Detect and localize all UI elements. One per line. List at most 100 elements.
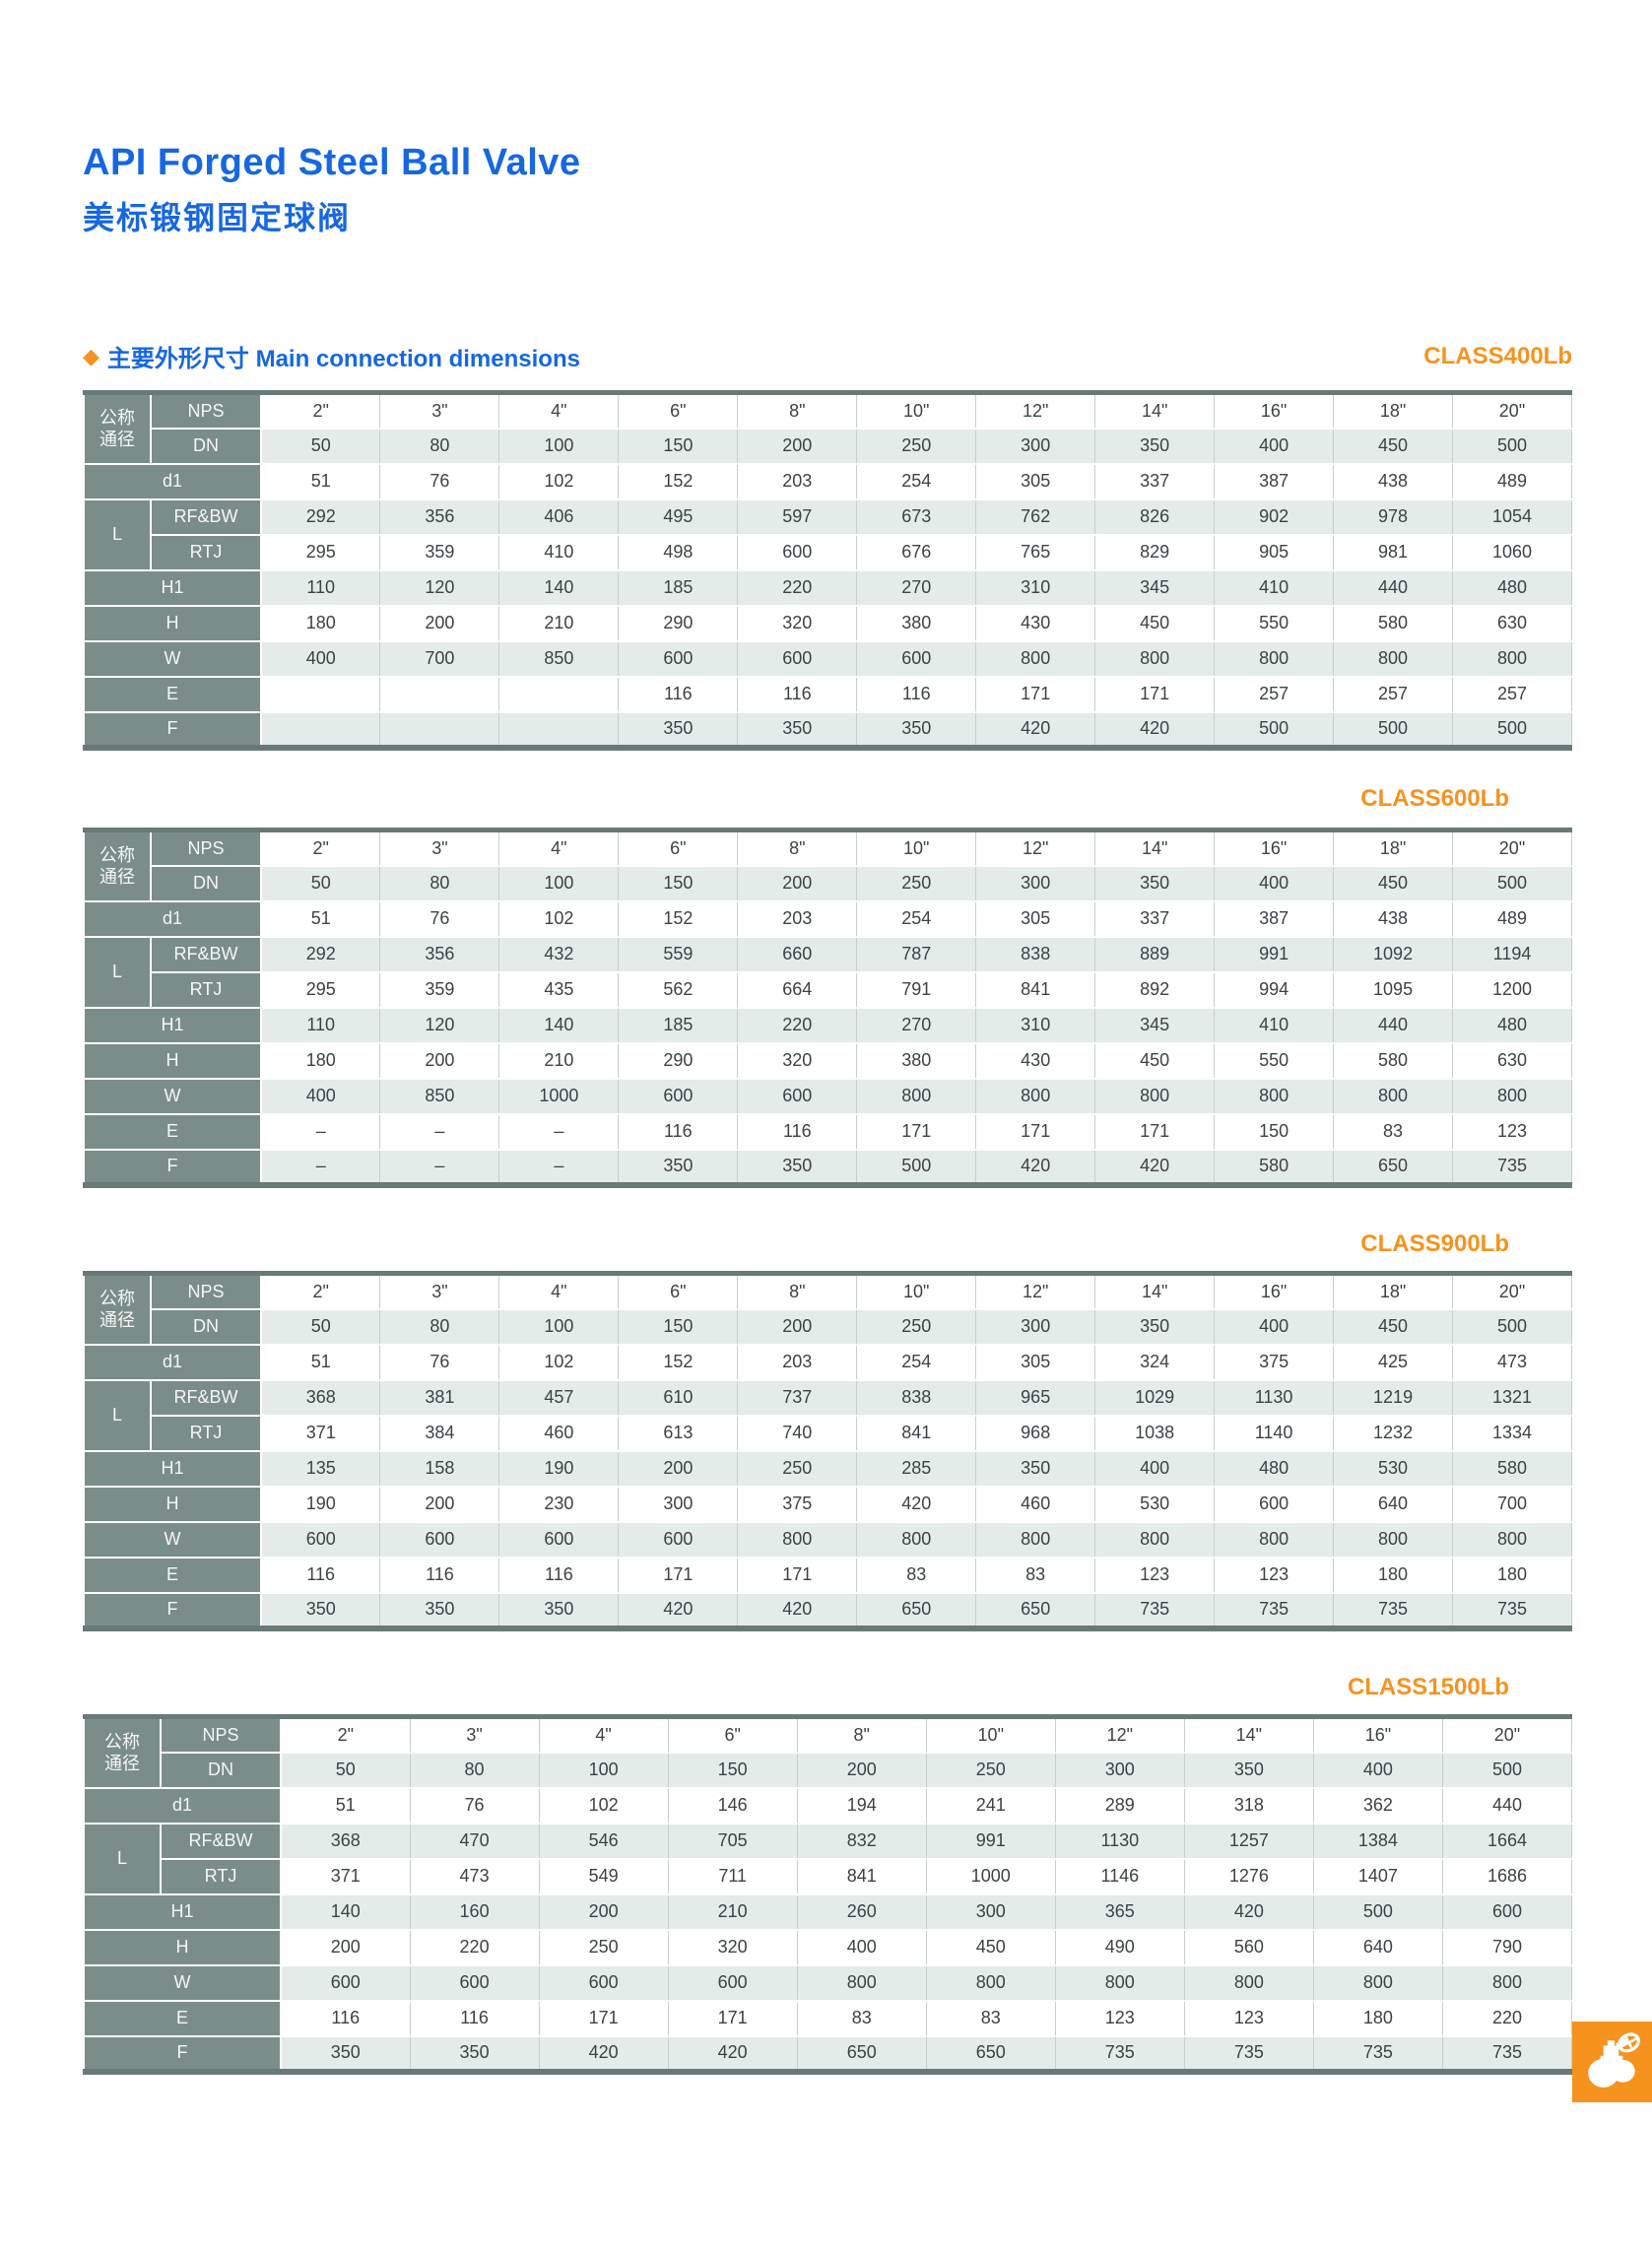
dim-cell-w-7: 800 [1183, 1963, 1314, 2002]
dim-cell-nps-3: 6" [618, 1272, 739, 1310]
dim-cell-rtj-5: 841 [856, 1414, 977, 1452]
dim-cell-nps-3: 6" [618, 391, 739, 430]
dim-cell-rtj-4: 740 [737, 1414, 858, 1452]
table-row-dn: DN 50 80 100 150 200 250 300 350 400 500 [84, 1751, 1573, 1789]
dim-cell-nps-6: 12" [1054, 1715, 1185, 1754]
dim-cell-e-3: 171 [618, 1556, 739, 1594]
dim-cell-e-2: – [498, 1112, 620, 1151]
table-row-f: F 350 350 350 420 420 650 650 735 735 735 735 [83, 1591, 1572, 1629]
dim-cell-dn-3: 150 [618, 427, 739, 465]
dim-cell-h1-4: 220 [737, 1006, 858, 1044]
dim-cell-f-6: 420 [975, 710, 1096, 749]
dim-cell-rf_bw-6: 762 [975, 498, 1096, 536]
dim-cell-d1-9: 438 [1333, 462, 1454, 500]
table-row-h1: H1 140 160 200 210 260 300 365 420 500 600 [83, 1892, 1573, 1931]
dim-cell-h1-6: 310 [975, 1006, 1096, 1044]
table-row-f: F 350 350 350 420 420 500 500 500 [83, 710, 1572, 749]
dim-cell-dn-6: 300 [1054, 1751, 1185, 1789]
dim-cell-nps-1: 3" [409, 1715, 540, 1754]
dim-cell-e-0: 116 [280, 1999, 411, 2037]
row-group-label-l: L [83, 1378, 152, 1452]
dim-cell-h1-8: 480 [1214, 1449, 1335, 1488]
dim-cell-h1-4: 260 [796, 1892, 927, 1931]
dim-cell-h-1: 200 [379, 1041, 500, 1080]
dim-cell-h1-9: 440 [1333, 568, 1454, 607]
dim-cell-rtj-8: 905 [1214, 533, 1335, 571]
dim-cell-h1-10: 480 [1452, 1006, 1572, 1044]
dim-cell-dn-2: 100 [498, 427, 620, 465]
dim-cell-rf_bw-3: 559 [618, 935, 739, 973]
class-label-400: CLASS400Lb [1423, 342, 1572, 369]
dim-cell-h1-1: 158 [379, 1449, 500, 1488]
dim-cell-e-5: 83 [925, 1999, 1056, 2037]
dim-cell-d1-6: 305 [975, 462, 1096, 500]
dim-cell-dn-4: 200 [737, 1307, 858, 1346]
dim-cell-dn-2: 100 [498, 864, 620, 902]
dim-cell-rf_bw-4: 832 [796, 1822, 927, 1860]
dim-cell-h-5: 420 [856, 1485, 977, 1523]
row-label-d1: d1 [83, 1786, 282, 1825]
dim-cell-rf_bw-8: 902 [1214, 498, 1335, 536]
dim-cell-d1-7: 337 [1094, 462, 1216, 500]
dim-cell-e-0: – [260, 1112, 381, 1151]
dim-cell-f-5: 500 [856, 1148, 977, 1186]
dim-cell-h-3: 290 [618, 1041, 739, 1080]
dim-cell-h-4: 400 [796, 1928, 927, 1966]
dim-cell-nps-0: 2" [260, 1272, 381, 1310]
dim-cell-w-2: 600 [498, 1520, 620, 1559]
dim-cell-dn-9: 500 [1441, 1751, 1573, 1789]
dim-cell-rf_bw-4: 597 [737, 498, 858, 536]
dim-cell-dn-8: 400 [1214, 1307, 1335, 1346]
dim-cell-f-2: 350 [498, 1591, 620, 1629]
dim-cell-rtj-4: 664 [737, 970, 858, 1009]
row-label-h: H [83, 1485, 262, 1523]
dim-cell-dn-0: 50 [260, 427, 381, 465]
dim-cell-e-7: 123 [1094, 1556, 1216, 1594]
dim-cell-w-2: 1000 [498, 1077, 620, 1115]
dim-cell-f-5: 350 [856, 710, 977, 749]
dim-cell-dn-8: 400 [1214, 864, 1335, 902]
dim-cell-w-10: 800 [1452, 1077, 1572, 1115]
dim-cell-rf_bw-5: 673 [856, 498, 977, 536]
page-title-chinese: 美标锻钢固定球阀 [83, 200, 352, 235]
dim-cell-f-4: 350 [737, 1148, 858, 1186]
dim-cell-rtj-0: 371 [260, 1414, 381, 1452]
dim-cell-rtj-6: 968 [975, 1414, 1096, 1452]
table-row-nps: 公称 通径 NPS 2" 3" 4" 6" 8" 10" 12" 14" 16" 20" [83, 1715, 1573, 1789]
dim-cell-d1-0: 51 [260, 899, 381, 938]
row-label-nps: NPS [150, 391, 262, 430]
dimensions-table-class1500: 公称 通径 NPS 2" 3" 4" 6" 8" 10" 12" 14" 16" 20" DN 50 80 1… [83, 1714, 1573, 2075]
dim-cell-h-1: 220 [409, 1928, 540, 1966]
row-group-label-size_group: 公称 通径 [83, 1715, 162, 1789]
dim-cell-dn-10: 500 [1452, 427, 1572, 465]
dim-cell-dn-8: 400 [1312, 1751, 1443, 1789]
dim-cell-e-9: 83 [1333, 1112, 1454, 1151]
row-label-f: F [83, 2034, 282, 2073]
dim-cell-rf_bw-2: 432 [498, 935, 620, 973]
table-row-h: H 190 200 230 300 375 420 460 530 600 640 700 [83, 1485, 1572, 1523]
dim-cell-w-4: 800 [796, 1963, 927, 2002]
dim-cell-d1-1: 76 [409, 1786, 540, 1825]
dim-cell-d1-5: 254 [856, 1343, 977, 1381]
class-label-600: CLASS600Lb [1360, 785, 1509, 812]
dim-cell-d1-2: 102 [498, 462, 620, 500]
dim-cell-h-1: 200 [379, 604, 500, 642]
dimensions-table-class900: 公称 通径 NPS 2" 3" 4" 6" 8" 10" 12" 14" 16" 18" 20" DN 50… [83, 1271, 1572, 1631]
dim-cell-w-7: 800 [1094, 1520, 1216, 1559]
row-label-dn: DN [160, 1751, 282, 1789]
dim-cell-e-8: 180 [1312, 1999, 1443, 2037]
dim-cell-dn-9: 450 [1333, 864, 1454, 902]
row-label-rtj: RTJ [150, 1414, 262, 1452]
table-row-h1: H1 110 120 140 185 220 270 310 345 410 440 480 [83, 1006, 1572, 1044]
dim-cell-h-4: 320 [737, 1041, 858, 1080]
dim-cell-h-2: 210 [498, 604, 620, 642]
dim-cell-h1-4: 250 [737, 1449, 858, 1488]
dim-cell-rtj-5: 676 [856, 533, 977, 571]
dim-cell-f-7: 735 [1094, 1591, 1216, 1629]
dim-cell-h-0: 180 [260, 1041, 381, 1080]
dim-cell-nps-7: 14" [1094, 829, 1216, 867]
table-row-h: H 200 220 250 320 400 450 490 560 640 790 [83, 1928, 1573, 1966]
dim-cell-h-8: 550 [1214, 604, 1335, 642]
dim-cell-d1-8: 387 [1214, 899, 1335, 938]
dim-cell-f-4: 420 [737, 1591, 858, 1629]
